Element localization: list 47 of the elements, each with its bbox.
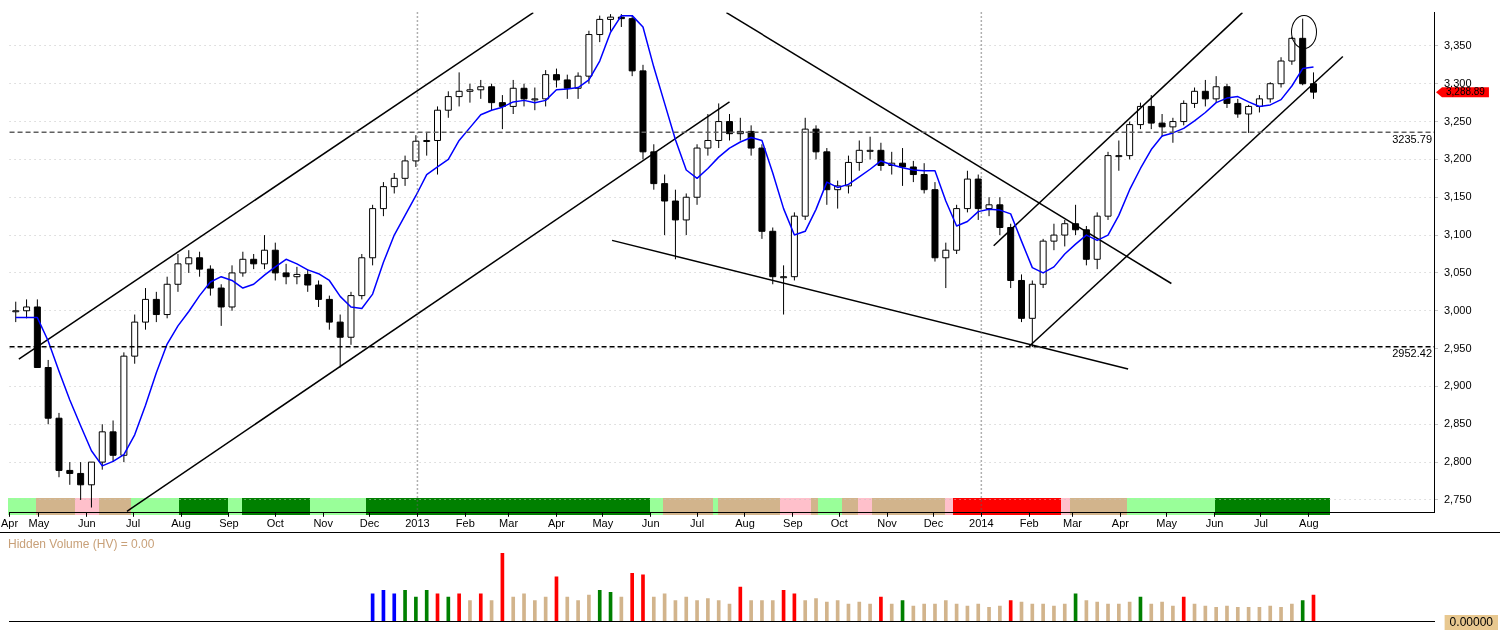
x-tick-label: Feb [455,517,475,530]
x-tick-label: 2014 [969,517,994,530]
x-tick-label: Apr [547,517,566,530]
y-tick-label: 3,300 [1444,76,1472,89]
x-tick-label: Feb [1019,517,1039,530]
x-tick-label: Dec [359,517,380,530]
x-tick-label: Nov [313,517,334,530]
x-tick-label: Oct [830,517,848,530]
x-tick-label: Jul [1253,517,1268,530]
y-tick-label: 3,000 [1444,303,1472,316]
y-tick-label: 2,900 [1444,379,1472,392]
x-tick-label: Jul [690,517,705,530]
chart-title: Hidden Volume (HV) = 0.00 [8,537,155,552]
x-tick-label: Jun [77,517,96,530]
x-tick-label: 2013 [405,517,430,530]
ref-line-label: 2952.42 [1392,347,1432,360]
y-tick-label: 3,100 [1444,228,1472,241]
x-tick-label: Aug [735,517,755,530]
y-tick-label: 3,150 [1444,190,1472,203]
x-tick-label: Aug [171,517,191,530]
x-tick-label: Apr [1111,517,1130,530]
x-tick-label: Sep [219,517,239,530]
x-tick-label: Jul [126,517,141,530]
x-tick-label: Sep [783,517,803,530]
x-tick-label: May [1156,517,1178,530]
y-tick-label: 3,050 [1444,265,1472,278]
y-tick-label: 3,250 [1444,114,1472,127]
x-tick-label: Dec [923,517,944,530]
x-tick-label: Mar [1063,517,1083,530]
x-tick-label: May [28,517,50,530]
ref-line-label: 3235.79 [1392,132,1432,145]
x-tick-label: Oct [266,517,284,530]
x-tick-label: Jun [641,517,660,530]
y-tick-label: 2,850 [1444,417,1472,430]
x-tick-label: Aug [1299,517,1319,530]
x-tick-label: Mar [499,517,519,530]
y-tick-label: 3,350 [1444,38,1472,51]
text: 3,288.89 [1446,86,1486,98]
x-tick-label: Jun [1205,517,1224,530]
y-tick-label: 2,750 [1444,492,1472,505]
y-tick-label: 2,800 [1444,455,1472,468]
y-tick-label: 2,950 [1444,341,1472,354]
x-tick-label: May [592,517,614,530]
x-tick-label: Apr [1,517,19,530]
text: 0.00000 [1449,615,1494,630]
x-tick-label: Nov [877,517,898,530]
y-tick-label: 3,200 [1444,152,1472,165]
